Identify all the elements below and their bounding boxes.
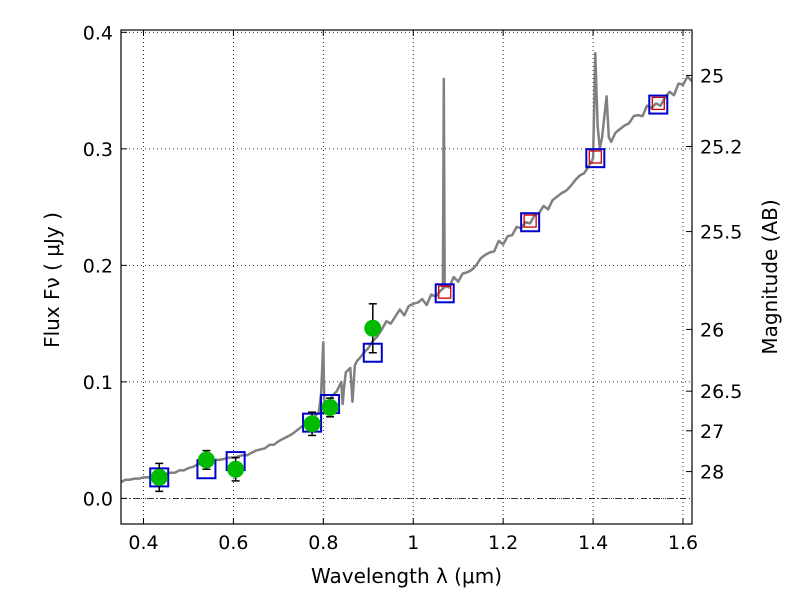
model-photometry-marker	[520, 212, 541, 233]
model-photometry-marker	[648, 94, 669, 115]
model-photometry-marker	[434, 283, 455, 304]
x-tick-label: 0.8	[308, 532, 338, 554]
detection-point	[364, 319, 382, 337]
plot-frame	[120, 29, 693, 525]
x-tick-label: 1.6	[668, 532, 698, 554]
y-tick-label: 0.2	[83, 255, 113, 277]
y-axis-label: Flux Fν ( μJy )	[40, 212, 64, 348]
right-tick-label: 27	[700, 421, 724, 443]
x-tick-label: 1.2	[488, 532, 518, 554]
observed-photometry-marker	[523, 214, 537, 228]
x-tick-label: 0.4	[128, 532, 158, 554]
x-axis-label: Wavelength λ (μm)	[311, 564, 502, 588]
right-tick-label: 28	[700, 462, 724, 484]
detection-point	[197, 451, 215, 469]
detection-point	[150, 468, 168, 486]
right-axis-label: Magnitude (AB)	[758, 199, 782, 354]
observed-photometry-marker	[588, 150, 602, 164]
right-tick-label: 25	[700, 65, 724, 87]
spectrum-line	[121, 52, 692, 484]
x-tick-label: 1.4	[578, 532, 608, 554]
model-photometry-marker	[585, 148, 606, 169]
plot-area	[121, 52, 692, 493]
right-tick-label: 26	[700, 319, 724, 341]
right-tick-label: 26.5	[700, 381, 742, 403]
y-tick-label: 0.4	[83, 22, 113, 44]
observed-photometry-marker	[651, 96, 665, 111]
ticks: 0.4 0.6 0.8 1 1.2 1.4 1.6 0.0 0.1 0.2 0.3 0.4 25 25.2…	[83, 22, 743, 554]
right-tick-label: 25.2	[700, 137, 742, 159]
y-tick-label: 0.3	[83, 139, 113, 161]
observed-photometry-marker	[438, 285, 452, 299]
detection-point	[303, 415, 321, 433]
right-tick-label: 25.5	[700, 222, 742, 244]
y-tick-label: 0.0	[83, 488, 113, 510]
x-tick-label: 0.6	[218, 532, 248, 554]
x-tick-label: 1	[407, 532, 419, 554]
detection-point	[321, 398, 339, 416]
detection-point	[227, 460, 245, 478]
y-tick-label: 0.1	[83, 372, 113, 394]
